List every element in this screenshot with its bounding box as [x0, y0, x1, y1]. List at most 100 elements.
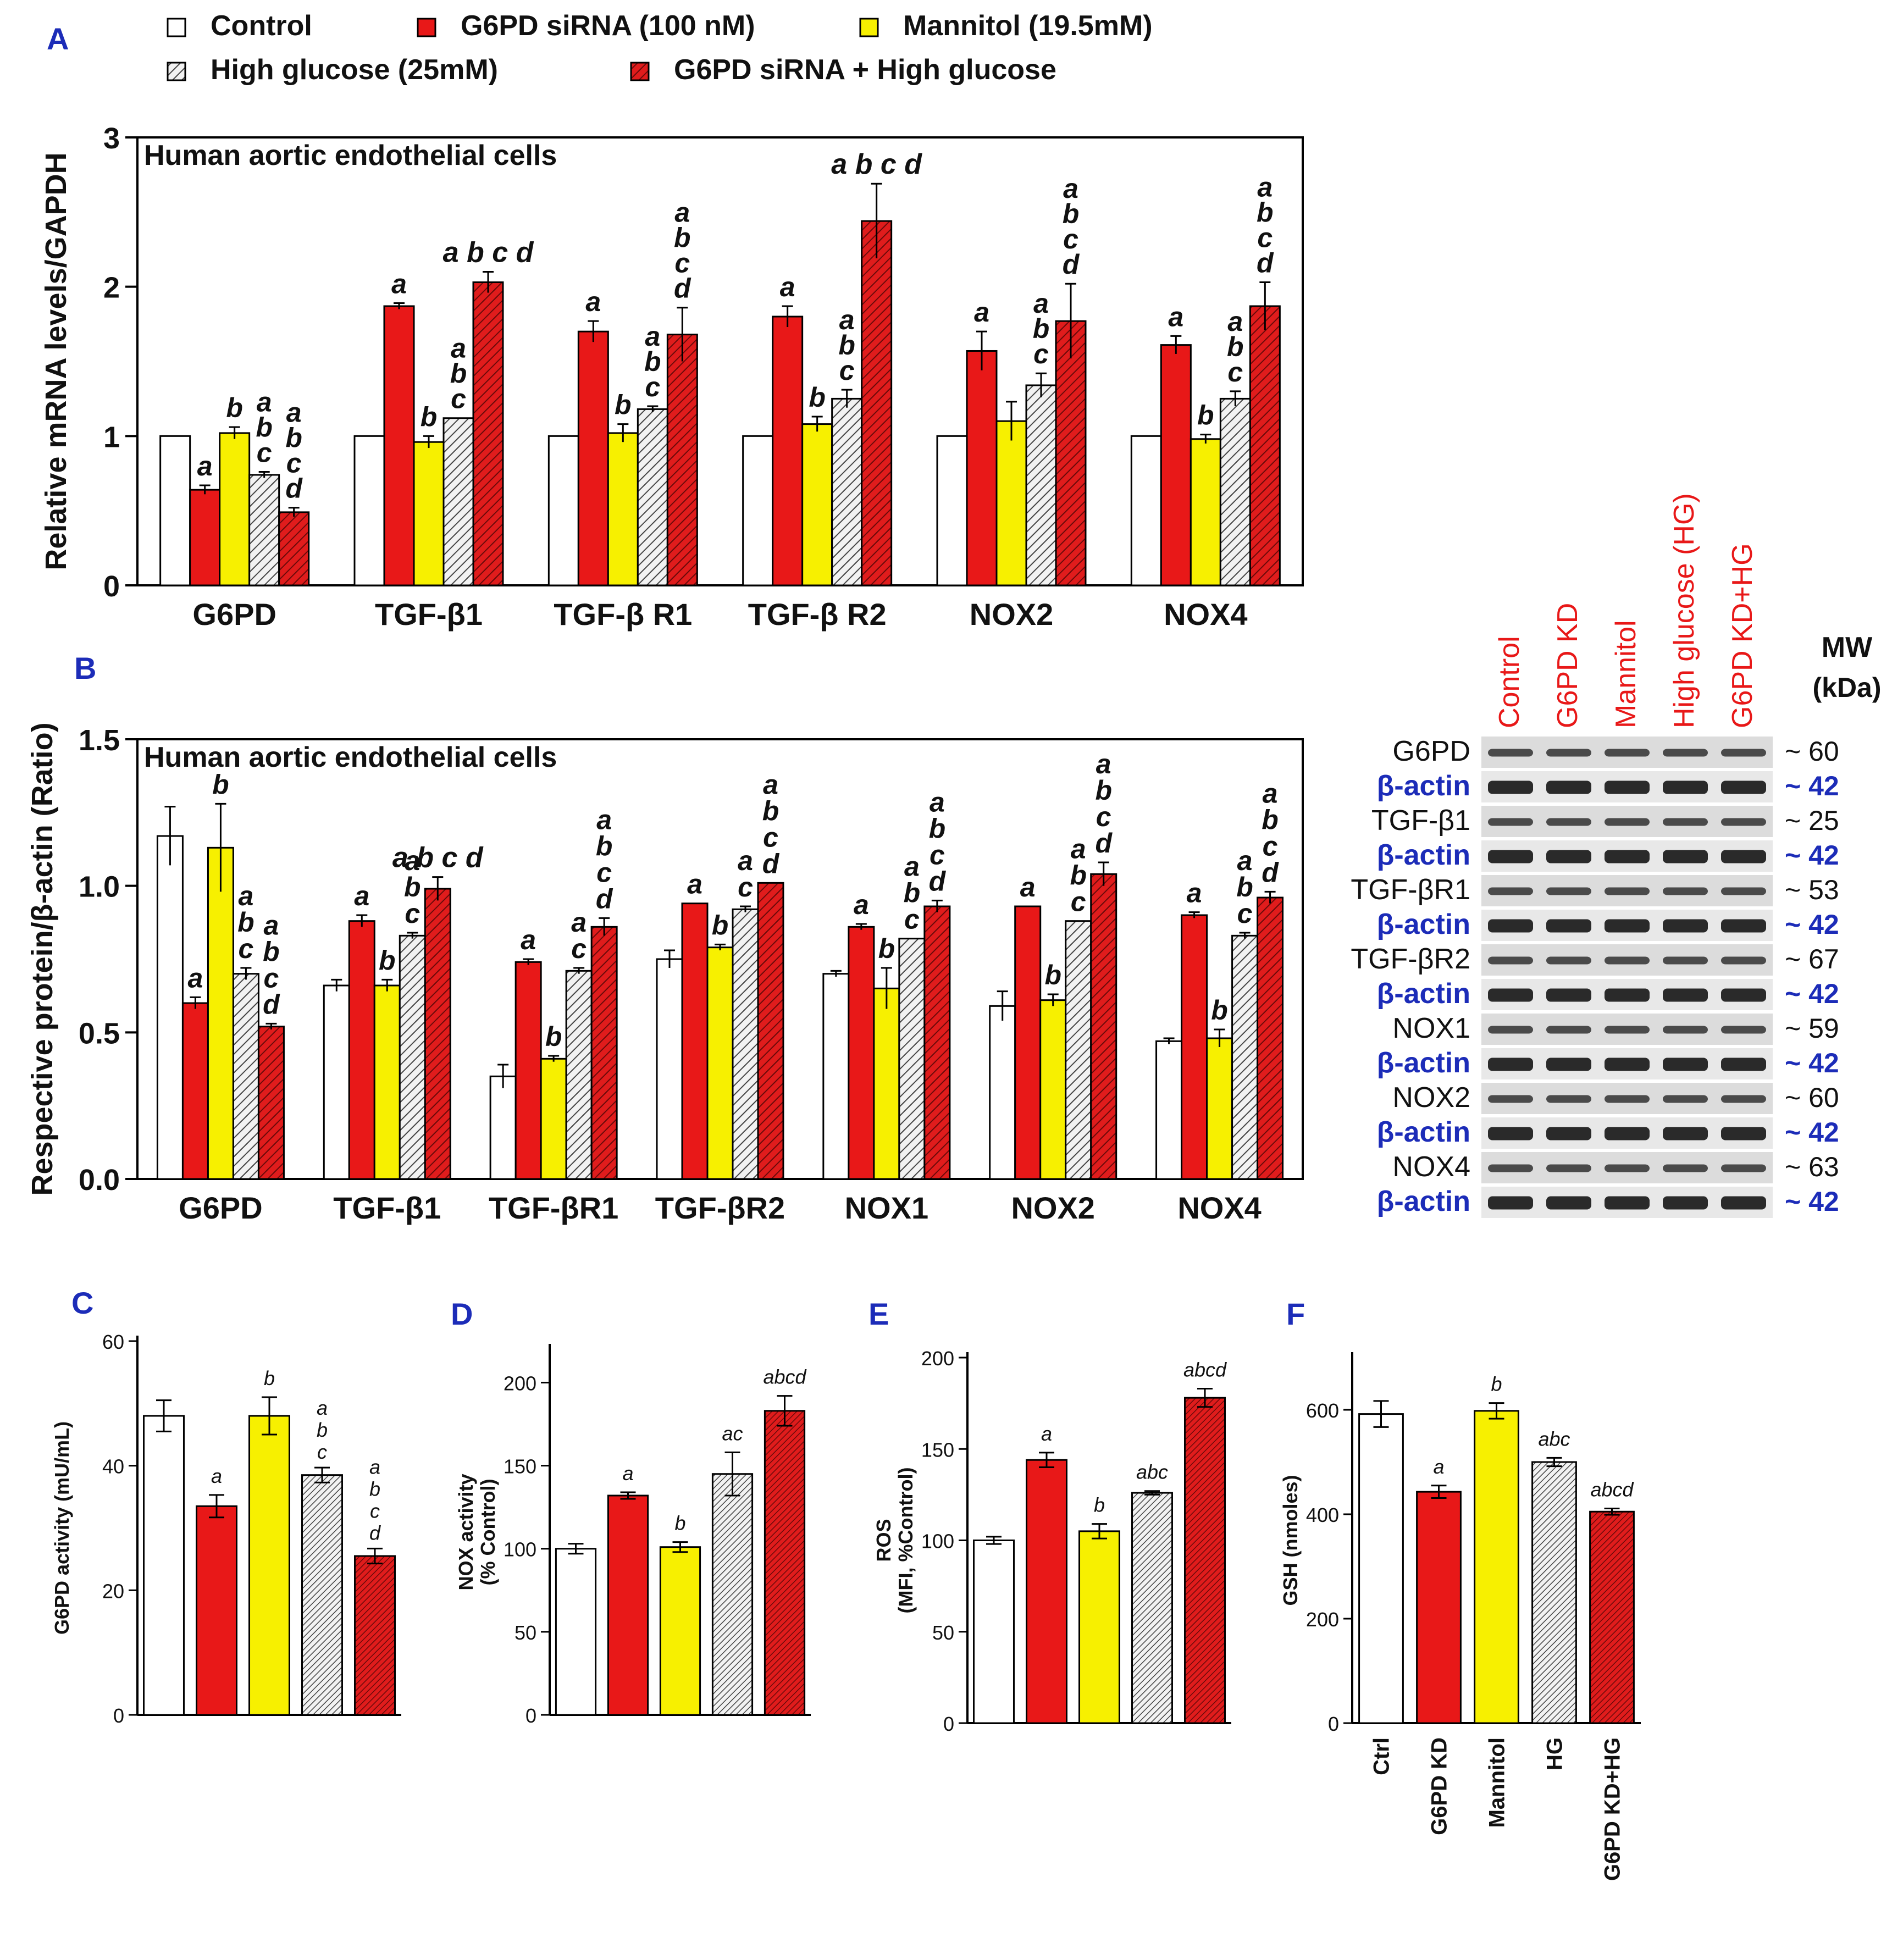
bar	[995, 420, 1027, 586]
bar	[1219, 397, 1251, 586]
blot-band	[1546, 887, 1591, 895]
bar	[301, 1474, 343, 1716]
bar	[923, 905, 951, 1180]
y-tick-label: 200	[1306, 1608, 1339, 1631]
bar	[189, 489, 221, 586]
bar	[489, 1075, 517, 1180]
blot-mw-label: ~ 42	[1785, 840, 1839, 871]
significance-letter: b	[615, 390, 632, 420]
significance-letter: b	[450, 358, 467, 389]
significance-letter: c	[451, 384, 466, 414]
significance-letter: a	[369, 1455, 380, 1478]
significance-label: abc	[1538, 1427, 1570, 1450]
significance-letter: a	[780, 272, 795, 302]
panel-a: A 0 1 2 3 Relative mRNA levels/GAPDH Human aor…	[40, 21, 1304, 632]
panel-d: D 0 50 100 150 200 NOX activity (% Control) a b ac…	[451, 1297, 811, 1727]
significance-letter: d	[1063, 249, 1080, 280]
significance-letter: b	[237, 907, 255, 938]
blot-row-label: G6PD	[1392, 735, 1470, 767]
x-tick-label: HG	[1543, 1737, 1567, 1770]
x-tick-label: TGF-βR1	[489, 1191, 618, 1225]
blot-band	[1721, 919, 1766, 933]
bar	[1026, 1459, 1067, 1724]
blot-band	[1546, 1057, 1591, 1071]
significance-letter: b	[838, 330, 855, 361]
blot-band	[1721, 850, 1766, 863]
y-tick-label: 1	[103, 420, 120, 453]
bar	[1206, 1037, 1233, 1180]
significance-letter: b	[263, 936, 280, 967]
bar	[323, 984, 350, 1180]
significance-letter: c	[1263, 830, 1278, 861]
y-axis-label: Respective protein/β-actin (Ratio)	[26, 722, 59, 1195]
significance-letter: a	[405, 845, 420, 876]
blot-band	[1546, 749, 1591, 757]
blot-row-label: TGF-βR2	[1351, 943, 1470, 975]
chart-title: Human aortic endothelial cells	[144, 741, 557, 773]
significance-letter: c	[317, 1441, 327, 1463]
significance-label: b	[264, 1367, 275, 1389]
blot-mw-label: ~ 60	[1785, 1082, 1839, 1113]
y-axis-label-line2: (MFI, %Control)	[894, 1468, 917, 1614]
blot-row-label: β-actin	[1377, 978, 1470, 1010]
blot-band	[1663, 1164, 1708, 1172]
significance-letter: c	[370, 1499, 380, 1522]
significance-letter: c	[264, 962, 279, 993]
significance-label: a	[211, 1465, 222, 1487]
significance-label: ac	[722, 1422, 743, 1444]
legend: Control G6PD siRNA (100 nM) Mannitol (19.5…	[167, 10, 1153, 86]
significance-label: a b c d	[392, 842, 484, 874]
significance-letter: a	[451, 333, 466, 364]
bar	[472, 281, 504, 586]
bar	[711, 1473, 754, 1716]
significance-letter: c	[1071, 887, 1086, 917]
x-tick-label: Mannitol	[1485, 1737, 1509, 1828]
blot-mw-label: ~ 42	[1785, 1186, 1839, 1217]
blot-band	[1488, 780, 1533, 794]
bar	[1249, 305, 1281, 586]
significance-letter: a	[264, 910, 279, 940]
significance-letter: a	[854, 889, 869, 920]
significance-letter: c	[1033, 339, 1049, 369]
legend-swatch-icon	[417, 18, 436, 37]
bar	[1130, 435, 1162, 586]
bar	[1131, 1492, 1173, 1724]
significance-letter: a	[1187, 878, 1202, 909]
panel-f: F 0 200 400 600 GSH (nmoles) Ctrl a G6PD KD b Mann…	[1279, 1297, 1641, 1881]
blot-band	[1605, 1057, 1650, 1071]
bar	[232, 973, 259, 1180]
blot-band	[1721, 818, 1766, 826]
significance-letter: b	[1211, 995, 1228, 1026]
x-tick-label: NOX2	[970, 597, 1054, 632]
blot-band	[1605, 1026, 1650, 1034]
significance-letter: b	[1197, 400, 1214, 431]
chart-title: Human aortic endothelial cells	[144, 140, 557, 171]
blot-band	[1721, 1127, 1766, 1140]
blot-mw-label: ~ 25	[1785, 805, 1839, 836]
significance-letter: c	[596, 857, 612, 888]
bar	[822, 973, 850, 1180]
blot-band	[1488, 1095, 1533, 1103]
bar	[353, 435, 385, 586]
blot-band	[1546, 1164, 1591, 1172]
significance-label: a	[1433, 1455, 1444, 1478]
significance-letter: b	[929, 813, 946, 844]
bar	[706, 946, 734, 1180]
significance-letter: a	[1071, 834, 1086, 865]
blot-band	[1488, 1026, 1533, 1034]
y-tick-label: 150	[921, 1438, 954, 1461]
bar	[1039, 999, 1067, 1180]
y-tick-label: 100	[504, 1538, 536, 1561]
significance-letter: a	[645, 321, 660, 352]
bar	[348, 920, 375, 1180]
significance-letter: b	[1262, 804, 1279, 835]
y-axis-label-line2: (% Control)	[477, 1479, 499, 1586]
blot-band	[1721, 749, 1766, 757]
lane-label: Mannitol	[1610, 620, 1642, 728]
blot-band	[1488, 1196, 1533, 1210]
western-blot-panel: Control G6PD KD Mannitol High glucose (HG) G…	[1351, 493, 1881, 1218]
legend-swatch-icon	[167, 62, 186, 81]
bar	[1190, 438, 1221, 586]
y-tick-label: 3	[103, 122, 120, 155]
blot-band	[1663, 956, 1708, 965]
